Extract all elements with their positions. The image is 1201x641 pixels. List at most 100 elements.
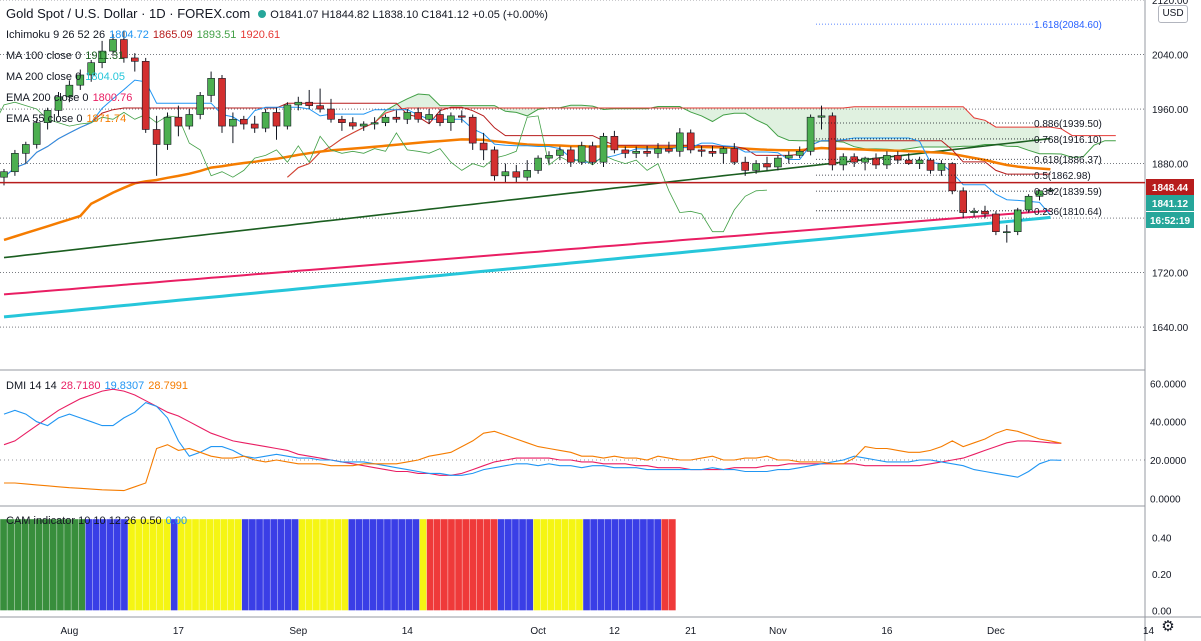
indicator-value: 28.7180 — [60, 380, 101, 392]
candle — [327, 108, 335, 120]
cam-bar — [14, 518, 23, 611]
cam-bar — [234, 518, 243, 611]
cam-bar — [333, 518, 342, 611]
indicator-name: CAM indicator 10 10 12 26 — [6, 515, 137, 527]
candle — [545, 155, 553, 159]
candle — [490, 149, 499, 177]
cam-bar — [341, 518, 350, 611]
cam-bar — [653, 518, 662, 611]
cam-bar — [646, 518, 655, 611]
cam-bar — [589, 518, 598, 611]
cam-bar — [255, 518, 264, 611]
indicator-value: 1893.51 — [196, 29, 237, 41]
cam-bar — [632, 518, 641, 611]
candle — [11, 153, 19, 173]
cam-bar — [284, 518, 293, 611]
candle — [403, 112, 412, 120]
candle — [588, 145, 597, 163]
ma100-line — [3, 137, 1051, 259]
candle — [32, 122, 41, 145]
indicator-name: Ichimoku 9 26 52 26 — [6, 29, 106, 41]
indicator-legend-row: CAM indicator 10 10 12 26 0.50 0.00 — [6, 515, 191, 527]
indicator-legend-row: DMI 14 14 28.7180 19.8307 28.7991 — [6, 380, 192, 392]
cam-bar — [476, 518, 485, 611]
cam-bar — [461, 518, 470, 611]
cam-bar — [0, 518, 8, 611]
candle — [21, 144, 30, 154]
price-tick-label: 1720.00 — [1152, 269, 1189, 280]
cam-bar — [397, 518, 406, 611]
candle — [131, 57, 139, 62]
cam-bar — [291, 518, 300, 611]
cam-bar — [618, 518, 627, 611]
candle — [948, 163, 957, 192]
candle — [1013, 209, 1022, 233]
cam-tick-label: 0.20 — [1152, 570, 1172, 581]
cam-bar — [106, 518, 115, 611]
cam-bar — [277, 518, 286, 611]
candle — [1002, 231, 1011, 234]
dmi-line — [4, 428, 1062, 492]
cam-bar — [305, 518, 314, 611]
cam-bar — [660, 518, 670, 611]
candle — [937, 163, 946, 171]
indicator-name: EMA 200 close 0 — [6, 92, 89, 104]
candle — [479, 142, 488, 151]
candle — [806, 116, 815, 152]
cam-bar — [134, 518, 143, 611]
candle — [621, 149, 630, 154]
cam-bar — [184, 518, 193, 611]
candle — [675, 132, 684, 152]
candle — [730, 148, 739, 163]
cam-bar — [163, 518, 172, 611]
cam-bar — [141, 518, 151, 611]
cam-bar — [419, 518, 428, 611]
candle — [87, 62, 95, 76]
candle — [632, 150, 641, 154]
candle — [686, 132, 695, 151]
time-tick-label: 14 — [1143, 626, 1155, 637]
cam-tick-label: 0.40 — [1152, 533, 1172, 544]
candle — [447, 115, 455, 123]
cam-bar — [326, 518, 335, 611]
indicator-legend-row: EMA 55 close 0 1871.74 — [6, 113, 130, 125]
candle — [610, 135, 619, 151]
ichimoku-span-b — [287, 106, 1116, 178]
candle — [109, 39, 117, 52]
cam-bar — [78, 518, 87, 611]
indicator-name: EMA 55 close 0 — [6, 113, 83, 125]
candle — [959, 190, 968, 213]
cam-bar — [604, 518, 613, 611]
candle — [795, 150, 804, 156]
cam-bar — [597, 518, 606, 611]
candle — [218, 78, 226, 127]
cam-bar — [227, 518, 236, 611]
cam-bar — [21, 518, 30, 611]
cam-bar — [355, 518, 364, 611]
candle — [196, 95, 204, 115]
candle — [697, 149, 706, 152]
candle — [305, 101, 314, 106]
cam-bar — [390, 518, 399, 611]
candle — [665, 148, 673, 152]
candle — [752, 163, 760, 171]
price-label: 1848.44 — [1152, 183, 1189, 194]
time-tick-label: 12 — [609, 626, 621, 637]
cam-bar — [561, 518, 570, 611]
cam-bar — [262, 518, 271, 611]
candle — [359, 123, 368, 127]
fib-level-label: 0.5(1862.98) — [1034, 171, 1091, 182]
time-tick-label: Dec — [987, 626, 1005, 637]
indicator-value: 0.50 — [140, 515, 162, 527]
candle — [839, 156, 848, 166]
cam-bar — [547, 518, 556, 611]
candle — [850, 156, 859, 163]
indicator-legend-row: EMA 200 close 0 1800.76 — [6, 92, 136, 104]
currency-button[interactable]: USD — [1158, 5, 1188, 23]
candle — [893, 155, 902, 161]
gear-icon[interactable]: ⚙ — [1161, 618, 1175, 635]
candle — [65, 84, 74, 98]
candle — [817, 115, 826, 118]
time-tick-label: 14 — [402, 626, 414, 637]
